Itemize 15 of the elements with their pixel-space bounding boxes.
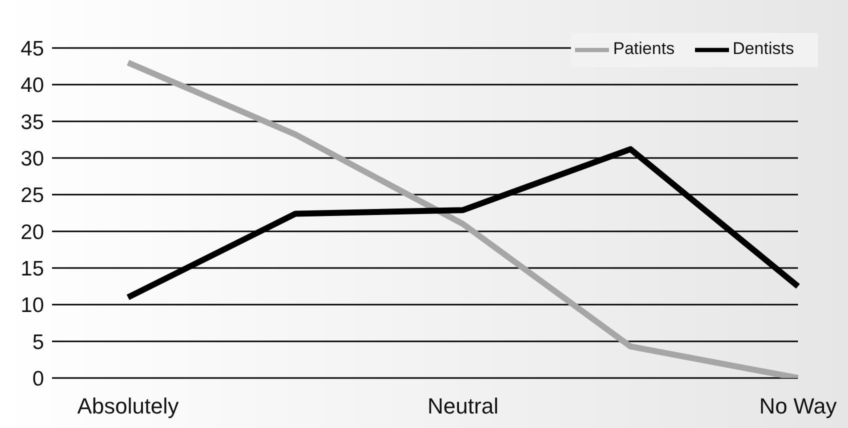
y-tick-label: 10 xyxy=(20,294,44,318)
legend-label: Dentists xyxy=(732,39,794,58)
x-tick-label: Neutral xyxy=(428,394,498,419)
y-tick-label: 0 xyxy=(32,367,44,390)
y-tick-label: 15 xyxy=(20,257,44,280)
y-tick-label: 30 xyxy=(20,147,44,170)
y-tick-label: 40 xyxy=(20,74,44,98)
y-tick-label: 25 xyxy=(20,184,44,208)
y-tick-label: 20 xyxy=(20,220,44,244)
y-tick-label: 5 xyxy=(32,330,44,354)
legend-label: Patients xyxy=(613,39,675,58)
y-tick-label: 45 xyxy=(20,37,44,60)
x-tick-label: No Way xyxy=(759,394,837,419)
x-tick-label: Absolutely xyxy=(77,394,179,419)
y-tick-label: 35 xyxy=(20,110,44,134)
